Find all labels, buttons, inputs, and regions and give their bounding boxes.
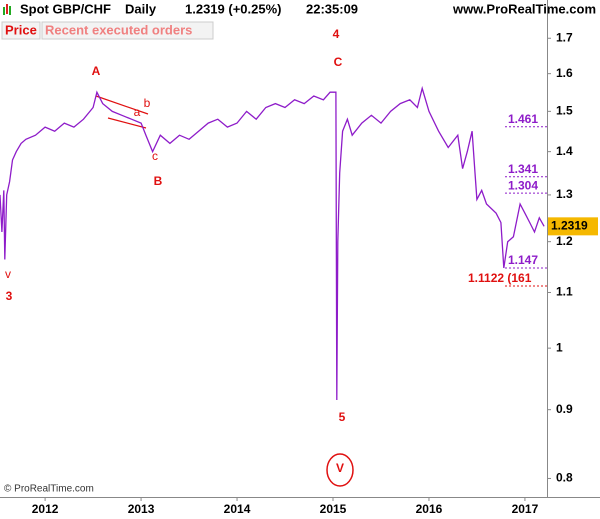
x-tick-label: 2016 <box>416 502 443 516</box>
x-axis-line <box>0 497 600 498</box>
quote: 1.2319 (+0.25%) <box>185 1 281 16</box>
wave-label: A <box>92 64 101 78</box>
last-price-box <box>548 217 598 236</box>
level-label: 1.341 <box>508 162 538 176</box>
last-price: 1.2319 <box>551 219 588 233</box>
y-tick-label: 1.6 <box>556 66 573 80</box>
copyright: © ProRealTime.com <box>4 484 94 495</box>
tab[interactable]: Recent executed orders <box>45 22 192 37</box>
x-tick-label: 2017 <box>512 502 539 516</box>
price-line <box>0 85 545 401</box>
wave-label: b <box>144 96 151 110</box>
y-tick-label: 1.1 <box>556 285 573 299</box>
y-tick-label: 1.3 <box>556 187 573 201</box>
y-tick-label: 0.9 <box>556 402 573 416</box>
x-tick-label: 2012 <box>32 502 59 516</box>
y-tick-label: 1 <box>556 340 563 354</box>
level-label: 1.147 <box>508 253 538 267</box>
y-tick-label: 1.4 <box>556 144 573 158</box>
wave-label: C <box>334 55 343 69</box>
wave-label: 3 <box>6 289 13 303</box>
tab[interactable]: Price <box>5 22 37 37</box>
trend-line <box>107 117 147 129</box>
y-tick-label: 0.8 <box>556 471 573 485</box>
symbol: Spot GBP/CHF <box>20 1 111 16</box>
tab-bg[interactable] <box>1 21 41 40</box>
y-tick-label: 1.7 <box>556 30 573 44</box>
x-tick-label: 2013 <box>128 502 155 516</box>
wave-label: V <box>336 461 344 475</box>
y-tick-label: 1.5 <box>556 104 573 118</box>
y-tick-label: 1.2 <box>556 234 573 248</box>
x-tick-label: 2014 <box>224 502 251 516</box>
level-label: 1.1122 (161 <box>468 271 532 285</box>
trend-line <box>95 95 149 115</box>
level-label: 1.304 <box>508 178 538 192</box>
x-tick-label: 2015 <box>320 502 347 516</box>
wave-label: a <box>134 105 141 119</box>
logo <box>3 4 11 15</box>
wave-label: B <box>154 174 163 188</box>
tab-bg[interactable] <box>41 21 214 40</box>
y-axis-line <box>547 0 548 497</box>
wave-circle <box>326 453 354 487</box>
level-label: 1.461 <box>508 112 538 126</box>
site: www.ProRealTime.com <box>452 1 596 16</box>
time: 22:35:09 <box>306 1 358 16</box>
wave-label: v <box>5 267 11 281</box>
period: Daily <box>125 1 157 16</box>
wave-label: 5 <box>339 410 346 424</box>
wave-label: c <box>152 149 158 163</box>
wave-label: 4 <box>333 27 340 41</box>
